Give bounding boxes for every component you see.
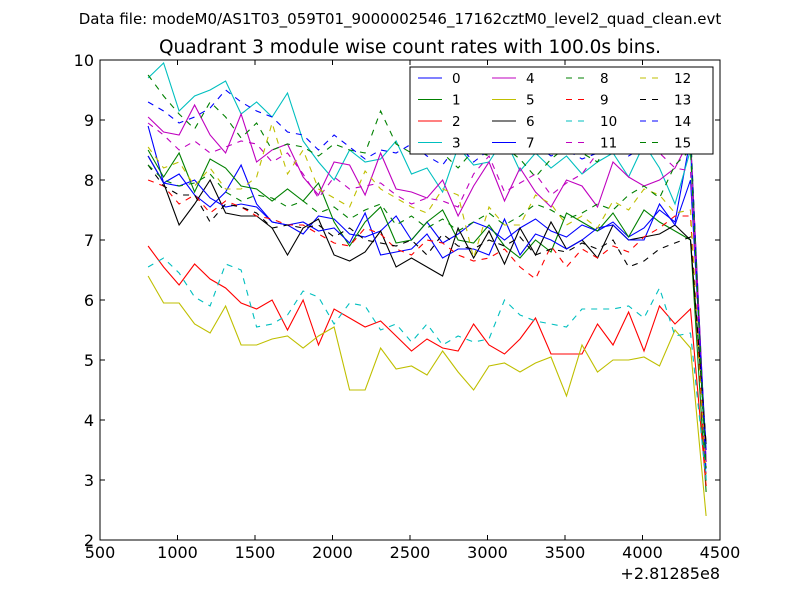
legend-label-6: 6 bbox=[526, 114, 535, 130]
y-tick-label: 3 bbox=[84, 471, 94, 490]
x-tick-label: 2500 bbox=[390, 543, 431, 562]
x-tick-label: 3000 bbox=[467, 543, 508, 562]
legend-label-14: 14 bbox=[674, 114, 691, 130]
series-line-7 bbox=[147, 155, 707, 451]
legend-frame bbox=[409, 66, 714, 155]
x-tick-label: 500 bbox=[85, 543, 116, 562]
y-tick-label: 8 bbox=[84, 171, 94, 190]
series-line-5 bbox=[147, 275, 707, 517]
x-tick-label: 1000 bbox=[157, 543, 198, 562]
ticks-layer: 500 1000 1500 2000 2500 3000 3500 4000 4500 2 3 4 5 6… bbox=[74, 51, 741, 562]
y-tick-label: 7 bbox=[84, 231, 94, 250]
y-tick-label: 4 bbox=[84, 411, 94, 430]
legend-label-9: 9 bbox=[600, 93, 609, 109]
legend-label-4: 4 bbox=[526, 71, 535, 87]
series-line-2 bbox=[147, 245, 707, 487]
y-tick-label: 6 bbox=[84, 291, 94, 310]
legend-label-12: 12 bbox=[674, 71, 691, 87]
y-tick-label: 2 bbox=[84, 531, 94, 550]
legend-label-15: 15 bbox=[674, 136, 691, 152]
legend-label-5: 5 bbox=[526, 93, 535, 109]
series-line-12 bbox=[147, 121, 707, 475]
x-tick-label: 4500 bbox=[700, 543, 741, 562]
legend-label-1: 1 bbox=[452, 93, 461, 109]
legend-label-2: 2 bbox=[452, 114, 461, 130]
series-line-13 bbox=[147, 164, 707, 445]
x-tick-label: 2000 bbox=[312, 543, 353, 562]
series-line-4 bbox=[147, 103, 707, 463]
y-tick-label: 10 bbox=[74, 51, 94, 70]
y-tick-label: 5 bbox=[84, 351, 94, 370]
legend-label-0: 0 bbox=[452, 71, 461, 87]
legend-label-8: 8 bbox=[600, 71, 609, 87]
chart-title: Quadrant 3 module wise count rates with … bbox=[159, 37, 661, 58]
x-offset-label: +2.81285e8 bbox=[620, 564, 720, 583]
series-line-10 bbox=[147, 257, 707, 481]
series-line-15 bbox=[147, 148, 707, 469]
chart-suptitle: Data file: modeM0/AS1T03_059T01_90000025… bbox=[79, 10, 722, 29]
legend-label-7: 7 bbox=[526, 136, 535, 152]
x-tick-label: 1500 bbox=[235, 543, 276, 562]
x-tick-label: 4000 bbox=[622, 543, 663, 562]
x-tick-label: 3500 bbox=[545, 543, 586, 562]
legend-label-10: 10 bbox=[600, 114, 617, 130]
legend-label-13: 13 bbox=[674, 93, 691, 109]
legend-label-11: 11 bbox=[600, 136, 617, 152]
legend-label-3: 3 bbox=[452, 136, 461, 152]
y-tick-label: 9 bbox=[84, 111, 94, 130]
series-line-9 bbox=[147, 179, 707, 487]
series-line-1 bbox=[147, 149, 707, 493]
